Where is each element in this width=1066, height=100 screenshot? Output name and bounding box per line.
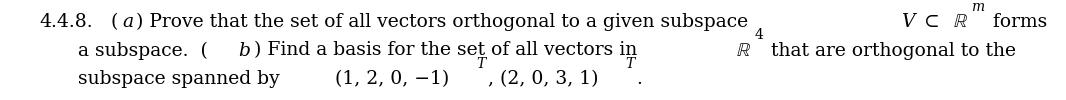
Text: ⊂: ⊂ [918, 13, 946, 31]
Text: (: ( [106, 13, 118, 31]
Text: forms: forms [987, 13, 1048, 31]
Text: (1, 2, 0, −1): (1, 2, 0, −1) [335, 70, 450, 88]
Text: ) Prove that the set of all vectors orthogonal to a given subspace: ) Prove that the set of all vectors orth… [135, 13, 754, 31]
Text: 4.4.8.: 4.4.8. [38, 13, 93, 31]
Text: m: m [971, 0, 984, 14]
Text: a subspace.  (: a subspace. ( [78, 41, 208, 60]
Text: T: T [625, 57, 634, 71]
Text: V: V [902, 13, 915, 31]
Text: T: T [477, 57, 486, 71]
Text: $\mathbb{R}$: $\mathbb{R}$ [736, 42, 750, 60]
Text: b: b [239, 42, 251, 60]
Text: $\mathbb{R}$: $\mathbb{R}$ [953, 13, 968, 31]
Text: that are orthogonal to the: that are orthogonal to the [765, 42, 1016, 60]
Text: , (2, 0, 3, 1): , (2, 0, 3, 1) [488, 70, 599, 88]
Text: .: . [636, 70, 643, 88]
Text: 4: 4 [755, 28, 763, 42]
Text: ) Find a basis for the set of all vectors in: ) Find a basis for the set of all vector… [254, 42, 643, 60]
Text: subspace spanned by: subspace spanned by [78, 70, 286, 88]
Text: a: a [122, 13, 133, 31]
